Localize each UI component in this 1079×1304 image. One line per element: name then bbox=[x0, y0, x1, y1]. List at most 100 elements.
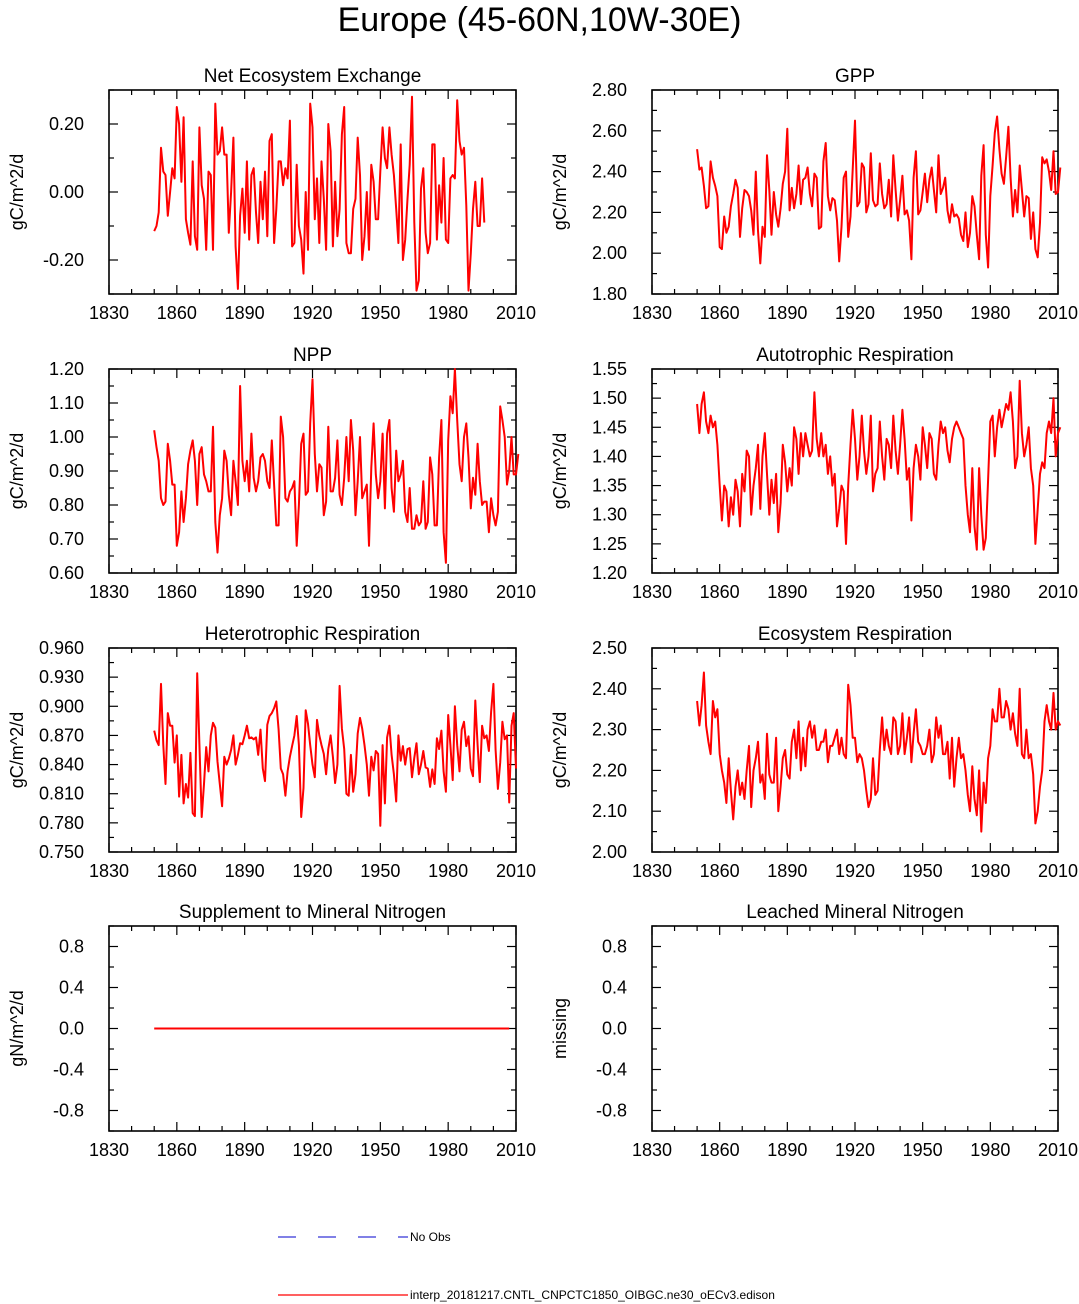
x-tick-label: 1980 bbox=[970, 303, 1010, 323]
x-tick-label: 1860 bbox=[700, 1140, 740, 1160]
y-tick-label: -0.8 bbox=[53, 1101, 84, 1121]
y-tick-label: 0.0 bbox=[602, 1019, 627, 1039]
y-axis-label: gC/m^2/d bbox=[550, 433, 570, 509]
x-tick-label: 1950 bbox=[360, 1140, 400, 1160]
y-tick-label: 0.70 bbox=[49, 529, 84, 549]
y-axis-label: gN/m^2/d bbox=[7, 990, 27, 1066]
x-tick-label: 1950 bbox=[360, 582, 400, 602]
y-tick-label: 1.00 bbox=[49, 427, 84, 447]
series-line-1 bbox=[153, 95, 486, 292]
plot-frame bbox=[651, 647, 1059, 853]
x-tick-label: 1830 bbox=[89, 582, 129, 602]
chart-panel-4: Autotrophic Respiration gC/m^2/d 1830 1860 1… bbox=[550, 345, 1078, 602]
panel-title: Leached Mineral Nitrogen bbox=[746, 902, 964, 923]
x-tick-label: 2010 bbox=[496, 1140, 536, 1160]
x-tick-label: 1980 bbox=[428, 303, 468, 323]
y-tick-label: -0.20 bbox=[43, 250, 84, 270]
x-tick-label: 1920 bbox=[292, 1140, 332, 1160]
x-tick-label: 1830 bbox=[632, 303, 672, 323]
y-tick-label: 0.750 bbox=[39, 842, 84, 862]
x-tick-label: 1980 bbox=[970, 861, 1010, 881]
y-tick-label: 0.780 bbox=[39, 813, 84, 833]
y-tick-label: 1.80 bbox=[592, 284, 627, 304]
chart-panel-5: Heterotrophic Respiration gC/m^2/d 1830 186… bbox=[7, 624, 536, 881]
x-tick-label: 1860 bbox=[157, 1140, 197, 1160]
y-tick-label: 1.55 bbox=[592, 359, 627, 379]
x-tick-label: 1950 bbox=[360, 303, 400, 323]
x-tick-label: 1980 bbox=[970, 582, 1010, 602]
legend: No Obs interp_20181217.CNTL_CNPCTC1850_O… bbox=[278, 1230, 775, 1302]
y-tick-label: 0.870 bbox=[39, 725, 84, 745]
page-title: Europe (45-60N,10W-30E) bbox=[337, 1, 742, 39]
x-tick-label: 1950 bbox=[903, 303, 943, 323]
y-tick-label: 0.900 bbox=[39, 696, 84, 716]
series-line-1 bbox=[696, 379, 1062, 551]
x-tick-label: 1890 bbox=[767, 582, 807, 602]
x-tick-label: 1860 bbox=[157, 861, 197, 881]
x-tick-label: 1830 bbox=[89, 861, 129, 881]
y-tick-label: 0.60 bbox=[49, 563, 84, 583]
y-tick-label: 0.4 bbox=[602, 978, 627, 998]
y-tick-label: 2.40 bbox=[592, 679, 627, 699]
chart-panel-7: Supplement to Mineral Nitrogen gN/m^2/d 18… bbox=[7, 902, 536, 1160]
y-axis-label: gC/m^2/d bbox=[550, 712, 570, 788]
y-tick-label: 1.35 bbox=[592, 476, 627, 496]
y-tick-label: 0.4 bbox=[59, 978, 84, 998]
x-tick-label: 1830 bbox=[89, 303, 129, 323]
plot-frame bbox=[651, 368, 1059, 574]
y-tick-label: 2.40 bbox=[592, 162, 627, 182]
y-axis-label: gC/m^2/d bbox=[7, 154, 27, 230]
y-axis-label: missing bbox=[550, 998, 570, 1059]
x-tick-label: 2010 bbox=[1038, 861, 1078, 881]
panel-title: Heterotrophic Respiration bbox=[205, 624, 420, 645]
x-tick-label: 1830 bbox=[632, 861, 672, 881]
legend-model-label: interp_20181217.CNTL_CNPCTC1850_OIBGC.ne… bbox=[410, 1288, 775, 1302]
y-tick-label: 1.20 bbox=[592, 563, 627, 583]
x-tick-label: 1860 bbox=[700, 582, 740, 602]
y-tick-label: 2.00 bbox=[592, 842, 627, 862]
legend-obs-label: No Obs bbox=[410, 1230, 451, 1244]
x-tick-label: 1890 bbox=[225, 1140, 265, 1160]
chart-panel-2: GPP gC/m^2/d 1830 1860 1890 1920 1950 1980 2010 1… bbox=[550, 66, 1078, 323]
x-tick-label: 1830 bbox=[632, 582, 672, 602]
x-tick-label: 1950 bbox=[903, 1140, 943, 1160]
chart-panel-6: Ecosystem Respiration gC/m^2/d 1830 1860 189… bbox=[550, 624, 1078, 881]
chart-panel-3: NPP gC/m^2/d 1830 1860 1890 1920 1950 1980 2010 0… bbox=[7, 345, 536, 602]
x-tick-label: 1890 bbox=[767, 303, 807, 323]
x-tick-label: 2010 bbox=[496, 861, 536, 881]
y-tick-label: -0.4 bbox=[53, 1060, 84, 1080]
panel-title: Supplement to Mineral Nitrogen bbox=[179, 902, 446, 923]
y-tick-label: 0.8 bbox=[59, 937, 84, 957]
x-tick-label: 1950 bbox=[360, 861, 400, 881]
series-line-1 bbox=[153, 368, 520, 564]
y-tick-label: 2.60 bbox=[592, 121, 627, 141]
y-tick-label: -0.4 bbox=[596, 1060, 627, 1080]
y-tick-label: -0.8 bbox=[596, 1101, 627, 1121]
y-tick-label: 2.10 bbox=[592, 801, 627, 821]
x-tick-label: 1890 bbox=[225, 861, 265, 881]
series-line-1 bbox=[696, 115, 1062, 269]
x-tick-label: 1980 bbox=[428, 582, 468, 602]
y-tick-label: 0.00 bbox=[49, 182, 84, 202]
plot-frame bbox=[651, 925, 1059, 1132]
x-tick-label: 1920 bbox=[292, 582, 332, 602]
x-tick-label: 1860 bbox=[157, 303, 197, 323]
x-tick-label: 1920 bbox=[292, 303, 332, 323]
x-tick-label: 1830 bbox=[89, 1140, 129, 1160]
y-tick-label: 2.00 bbox=[592, 243, 627, 263]
y-tick-label: 2.30 bbox=[592, 720, 627, 740]
y-tick-label: 0.810 bbox=[39, 784, 84, 804]
y-tick-label: 0.840 bbox=[39, 755, 84, 775]
y-tick-label: 0.8 bbox=[602, 937, 627, 957]
y-tick-label: 2.50 bbox=[592, 638, 627, 658]
x-tick-label: 1890 bbox=[767, 1140, 807, 1160]
x-tick-label: 1890 bbox=[225, 582, 265, 602]
y-tick-label: 1.40 bbox=[592, 446, 627, 466]
x-tick-label: 1920 bbox=[292, 861, 332, 881]
x-tick-label: 2010 bbox=[496, 582, 536, 602]
y-axis-label: gC/m^2/d bbox=[550, 154, 570, 230]
series-line-1 bbox=[696, 671, 1062, 833]
chart-panel-8: Leached Mineral Nitrogen missing 1830 1860 1… bbox=[550, 902, 1078, 1160]
y-tick-label: 0.0 bbox=[59, 1019, 84, 1039]
